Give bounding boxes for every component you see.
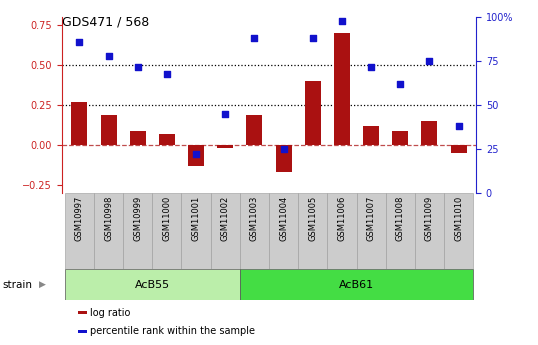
Bar xyxy=(188,145,204,166)
Point xyxy=(425,58,434,64)
Text: GSM11001: GSM11001 xyxy=(192,196,201,241)
Text: GSM11006: GSM11006 xyxy=(337,196,346,241)
FancyBboxPatch shape xyxy=(415,193,444,269)
FancyBboxPatch shape xyxy=(240,193,269,269)
Point xyxy=(279,146,288,152)
Point xyxy=(338,18,346,23)
Bar xyxy=(217,145,233,148)
Point xyxy=(250,36,259,41)
Bar xyxy=(363,126,379,145)
Text: strain: strain xyxy=(3,280,33,289)
Text: GSM11007: GSM11007 xyxy=(366,196,376,241)
FancyBboxPatch shape xyxy=(65,269,240,300)
Bar xyxy=(79,311,87,314)
Text: GDS471 / 568: GDS471 / 568 xyxy=(62,16,149,29)
Text: GSM11004: GSM11004 xyxy=(279,196,288,241)
FancyBboxPatch shape xyxy=(444,193,473,269)
Text: GSM11000: GSM11000 xyxy=(162,196,172,241)
Text: GSM10997: GSM10997 xyxy=(75,196,84,241)
FancyBboxPatch shape xyxy=(65,193,94,269)
Bar xyxy=(305,81,321,145)
Text: GSM11010: GSM11010 xyxy=(454,196,463,241)
Text: AcB55: AcB55 xyxy=(134,280,170,289)
Point xyxy=(396,81,405,87)
Point xyxy=(454,124,463,129)
Text: GSM10998: GSM10998 xyxy=(104,196,113,241)
FancyBboxPatch shape xyxy=(298,193,327,269)
FancyBboxPatch shape xyxy=(240,269,473,300)
Bar xyxy=(130,131,146,145)
Point xyxy=(367,64,376,69)
Text: log ratio: log ratio xyxy=(90,308,130,318)
Point xyxy=(162,71,171,76)
Text: GSM10999: GSM10999 xyxy=(133,196,142,241)
Point xyxy=(221,111,230,117)
Point xyxy=(308,36,317,41)
Bar xyxy=(79,330,87,333)
Text: ▶: ▶ xyxy=(39,280,46,289)
Point xyxy=(133,64,142,69)
FancyBboxPatch shape xyxy=(357,193,386,269)
Point xyxy=(104,53,113,59)
Bar xyxy=(275,145,292,172)
Bar xyxy=(159,134,175,145)
FancyBboxPatch shape xyxy=(386,193,415,269)
FancyBboxPatch shape xyxy=(152,193,181,269)
Text: AcB61: AcB61 xyxy=(339,280,374,289)
FancyBboxPatch shape xyxy=(94,193,123,269)
Bar xyxy=(392,131,408,145)
FancyBboxPatch shape xyxy=(211,193,240,269)
Bar xyxy=(421,121,437,145)
Bar xyxy=(451,145,466,153)
FancyBboxPatch shape xyxy=(327,193,357,269)
FancyBboxPatch shape xyxy=(181,193,211,269)
Bar xyxy=(334,33,350,145)
FancyBboxPatch shape xyxy=(269,193,298,269)
Bar xyxy=(246,115,263,145)
FancyBboxPatch shape xyxy=(123,193,152,269)
Bar xyxy=(101,115,117,145)
Point xyxy=(192,152,200,157)
Text: percentile rank within the sample: percentile rank within the sample xyxy=(90,326,254,336)
Text: GSM11002: GSM11002 xyxy=(221,196,230,241)
Point xyxy=(75,39,84,45)
Text: GSM11003: GSM11003 xyxy=(250,196,259,241)
Text: GSM11005: GSM11005 xyxy=(308,196,317,241)
Bar xyxy=(72,102,87,145)
Text: GSM11009: GSM11009 xyxy=(425,196,434,241)
Text: GSM11008: GSM11008 xyxy=(396,196,405,241)
